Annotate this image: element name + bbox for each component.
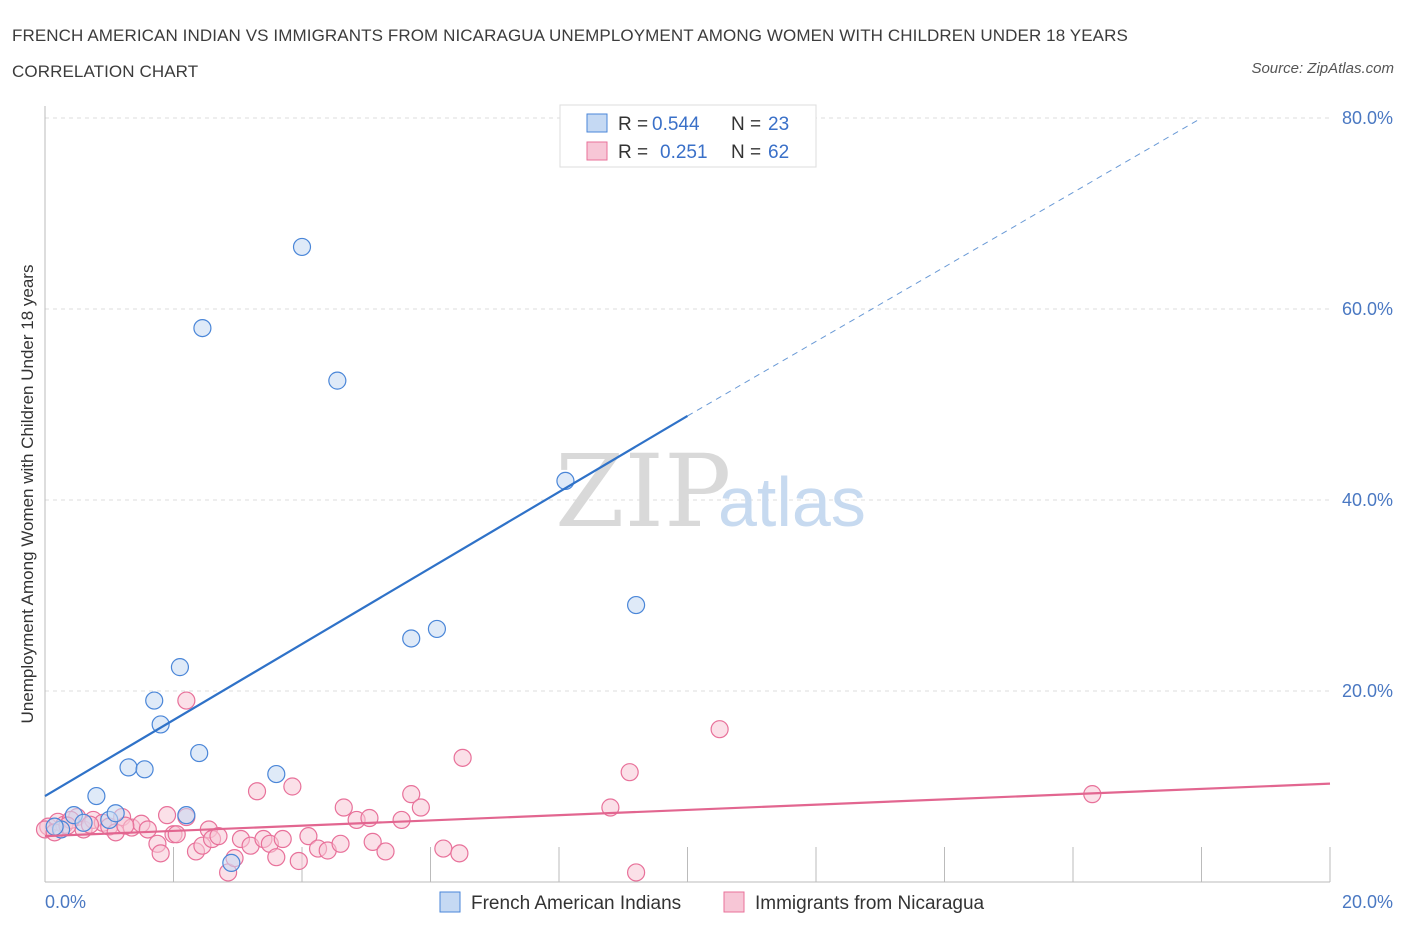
legend-r-label-0: R = <box>618 114 648 135</box>
blue-point-6 <box>135 760 154 779</box>
pink-point-33 <box>273 829 292 849</box>
y-axis-label: Unemployment Among Women with Children U… <box>18 265 37 724</box>
pink-point-35 <box>289 851 308 871</box>
blue-point-5 <box>119 758 138 777</box>
blue-point-7 <box>145 691 164 710</box>
pink-point-15 <box>157 806 177 825</box>
pink-point-59 <box>116 816 135 835</box>
x-tick-label-1: 20.0% <box>1342 892 1393 912</box>
pink-point-39 <box>331 834 350 853</box>
source-label: Source: ZipAtlas.com <box>1251 60 1394 77</box>
legend-n-value-0: 23 <box>768 114 789 135</box>
pink-point-49 <box>450 844 469 863</box>
blue-point-21 <box>45 817 64 836</box>
pink-point-53 <box>626 863 646 882</box>
blue-point-20 <box>626 595 646 615</box>
pink-point-17 <box>167 825 186 844</box>
blue-point-16 <box>328 371 347 390</box>
blue-point-4 <box>106 804 125 823</box>
x-tick-labels: 0.0% 20.0% <box>45 892 1393 912</box>
blue-point-9 <box>170 658 190 677</box>
legend-n-label-1: N = <box>731 142 761 163</box>
trend-line-blue <box>44 415 689 797</box>
watermark-atlas: atlas <box>718 463 866 541</box>
bottom-legend-label-blue: French American Indians <box>471 893 681 914</box>
blue-point-19 <box>556 471 575 490</box>
pink-point-34 <box>283 777 302 796</box>
legend-swatch-blue <box>586 113 608 133</box>
bottom-legend: French American Indians Immigrants from … <box>439 891 985 914</box>
blue-point-22 <box>74 813 93 832</box>
legend-n-label-0: N = <box>731 114 761 135</box>
y-tick-label-2: 60.0% <box>1342 299 1393 319</box>
blue-point-12 <box>193 319 212 338</box>
pink-point-52 <box>620 763 639 782</box>
pink-point-40 <box>334 798 353 817</box>
pink-point-12 <box>138 820 157 839</box>
legend-r-value-1: 0.251 <box>660 142 708 163</box>
blue-point-17 <box>402 629 421 648</box>
blue-point-10 <box>177 806 196 825</box>
y-tick-labels: 20.0% 40.0% 60.0% 80.0% <box>1342 108 1393 701</box>
bottom-legend-label-pink: Immigrants from Nicaragua <box>755 893 985 914</box>
legend-r-label-1: R = <box>618 142 648 163</box>
pink-point-44 <box>376 842 395 861</box>
blue-point-8 <box>151 715 170 734</box>
chart-title: FRENCH AMERICAN INDIAN VS IMMIGRANTS FRO… <box>12 26 1128 81</box>
watermark-zip: ZIP <box>555 433 731 550</box>
blue-point-14 <box>267 764 286 784</box>
pink-point-54 <box>710 720 729 739</box>
pink-point-36 <box>299 827 318 846</box>
pink-point-45 <box>392 810 411 830</box>
pink-point-29 <box>247 782 267 801</box>
pink-point-46 <box>402 785 421 804</box>
pink-point-43 <box>363 832 382 851</box>
series-blue-points <box>45 237 646 873</box>
pink-point-32 <box>267 848 286 867</box>
blue-point-2 <box>87 786 106 806</box>
y-tick-label-0: 20.0% <box>1342 681 1393 701</box>
trend-line-blue-extension <box>687 117 1202 417</box>
trend-line-pink <box>44 782 1331 838</box>
legend-box: R = 0.544 N = 23 R = 0.251 N = 62 <box>559 104 817 168</box>
bottom-legend-swatch-pink <box>723 891 745 913</box>
bottom-legend-swatch-blue <box>439 891 461 913</box>
series-pink-points <box>35 691 1102 882</box>
pink-point-14 <box>151 844 170 863</box>
pink-point-48 <box>434 839 453 858</box>
y-tick-label-1: 40.0% <box>1342 490 1393 510</box>
pink-point-18 <box>177 691 196 710</box>
pink-point-24 <box>209 827 228 846</box>
watermark: ZIP atlas <box>555 433 866 550</box>
legend-r-value-0: 0.544 <box>652 114 700 135</box>
blue-point-18 <box>427 619 447 639</box>
blue-point-13 <box>222 853 241 873</box>
grid-lines <box>45 117 1330 692</box>
pink-point-47 <box>411 798 430 817</box>
x-tick-label-0: 0.0% <box>45 892 86 912</box>
y-tick-label-3: 80.0% <box>1342 108 1393 128</box>
pink-point-51 <box>601 798 620 817</box>
legend-swatch-pink <box>586 141 608 161</box>
trend-lines <box>44 117 1331 838</box>
blue-point-11 <box>190 743 209 763</box>
pink-point-50 <box>453 748 472 767</box>
legend-n-value-1: 62 <box>768 142 789 163</box>
blue-point-15 <box>292 237 312 257</box>
